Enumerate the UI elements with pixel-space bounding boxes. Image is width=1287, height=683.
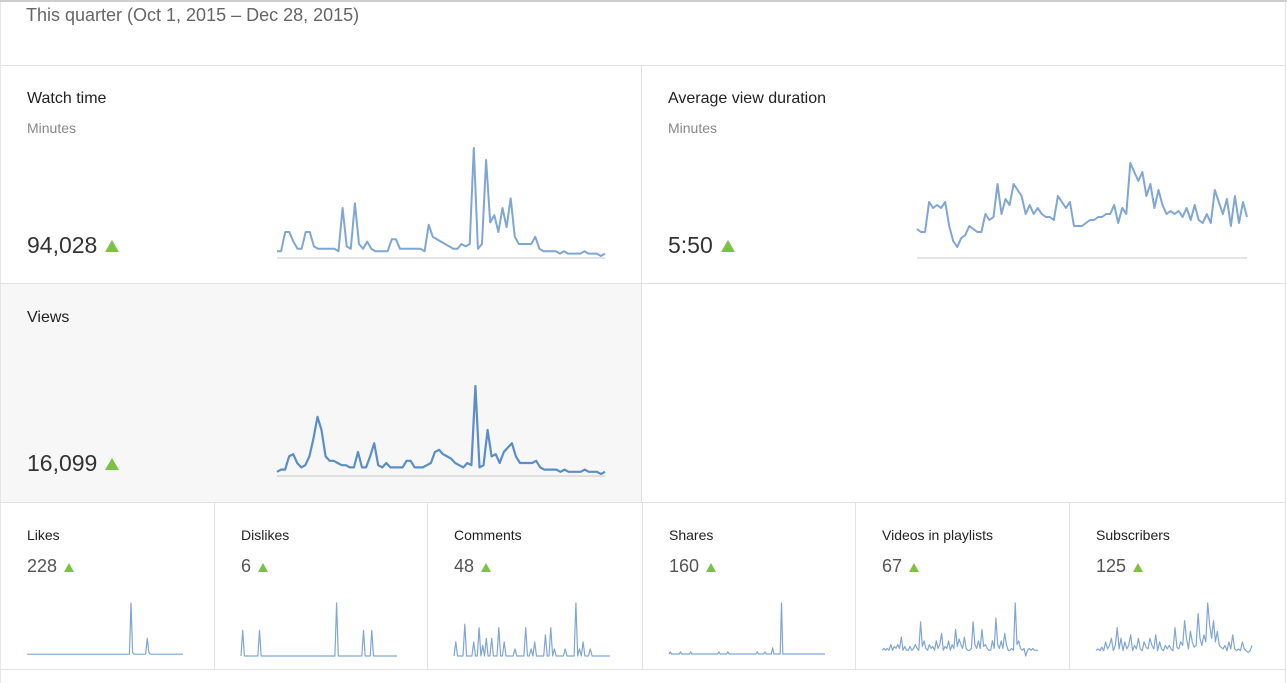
divider — [1, 502, 1286, 503]
period-label: This quarter (Oct 1, 2015 – Dec 28, 2015… — [26, 5, 360, 25]
sparkline-series — [916, 162, 1248, 248]
divider — [1, 283, 1286, 284]
metric-value: 48 — [454, 556, 492, 577]
watch-time-value: 94,028 — [27, 232, 98, 258]
card-title: Views — [27, 309, 70, 326]
divider — [641, 66, 642, 502]
card-title: Average view duration — [668, 90, 827, 107]
watch-time-sparkline — [277, 147, 606, 259]
card-sparkline — [27, 602, 183, 655]
watch-time-card[interactable]: Watch time Minutes 94,028 — [1, 66, 641, 283]
metric-value: 160 — [669, 556, 717, 577]
metric-card-dislikes[interactable]: Dislikes 6 — [214, 503, 427, 669]
sparkline-series — [240, 602, 397, 657]
card-title: Watch time — [27, 90, 107, 107]
metric-value: 94,028 — [27, 232, 120, 259]
views-card[interactable]: Views 16,099 — [1, 284, 641, 502]
card-sparkline — [453, 602, 610, 657]
trend-up-icon — [1133, 563, 1144, 572]
divider — [427, 503, 428, 669]
card-title: Likes — [27, 527, 60, 543]
card-value: 48 — [454, 556, 475, 576]
trend-up-icon — [720, 240, 735, 252]
card-sparkline — [881, 602, 1038, 657]
metric-card-shares[interactable]: Shares 160 — [642, 503, 855, 669]
sparkline-series — [881, 602, 1038, 657]
card-value: 125 — [1096, 556, 1127, 576]
sparkline-series — [668, 602, 825, 655]
divider — [1, 669, 1286, 670]
card-title: Videos in playlists — [882, 527, 994, 543]
card-title: Dislikes — [241, 527, 290, 543]
card-sparkline — [1095, 602, 1253, 654]
trend-up-icon — [105, 458, 120, 470]
trend-up-icon — [909, 563, 920, 572]
avg-view-duration-sparkline — [916, 162, 1248, 259]
divider — [1, 65, 1286, 66]
card-value: 160 — [669, 556, 700, 576]
metric-card-videos-in-playlists[interactable]: Videos in playlists 67 — [855, 503, 1069, 669]
card-sparkline — [240, 602, 397, 657]
views-sparkline — [276, 384, 606, 477]
sparkline-series — [453, 602, 610, 657]
views-value: 16,099 — [27, 450, 98, 476]
card-title: Subscribers — [1096, 527, 1170, 543]
avg-view-duration-value: 5:50 — [668, 232, 713, 258]
sparkline-series — [27, 602, 183, 655]
card-unit: Minutes — [668, 120, 718, 136]
metric-value: 228 — [27, 556, 75, 577]
sparkline-series — [277, 147, 606, 257]
divider — [1069, 503, 1070, 669]
metric-value: 125 — [1096, 556, 1144, 577]
card-value: 67 — [882, 556, 903, 576]
card-value: 228 — [27, 556, 58, 576]
card-value: 6 — [241, 556, 252, 576]
trend-up-icon — [706, 563, 717, 572]
card-title: Comments — [454, 527, 522, 543]
metric-value: 6 — [241, 556, 269, 577]
divider — [214, 503, 215, 669]
top-border — [0, 0, 1287, 2]
sparkline-series — [1095, 602, 1253, 654]
trend-up-icon — [481, 563, 492, 572]
metric-card-likes[interactable]: Likes 228 — [0, 503, 214, 669]
card-title: Shares — [669, 527, 714, 543]
metric-value: 67 — [882, 556, 920, 577]
trend-up-icon — [64, 563, 75, 572]
divider — [642, 503, 643, 669]
metric-value: 5:50 — [668, 232, 735, 259]
metric-card-comments[interactable]: Comments 48 — [427, 503, 642, 669]
metric-card-subscribers[interactable]: Subscribers 125 — [1069, 503, 1286, 669]
trend-up-icon — [258, 563, 269, 572]
divider — [855, 503, 856, 669]
card-sparkline — [668, 602, 825, 655]
avg-view-duration-card[interactable]: Average view duration Minutes 5:50 — [642, 66, 1286, 283]
sparkline-series — [276, 384, 606, 476]
trend-up-icon — [105, 240, 120, 252]
card-unit: Minutes — [27, 120, 77, 136]
metric-value: 16,099 — [27, 450, 120, 477]
